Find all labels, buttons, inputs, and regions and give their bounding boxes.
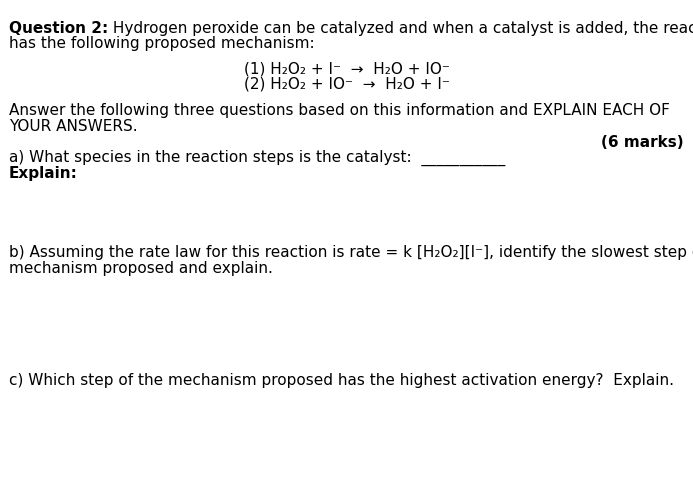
Text: (1) H₂O₂ + I⁻  →  H₂O + IO⁻: (1) H₂O₂ + I⁻ → H₂O + IO⁻: [243, 62, 450, 77]
Text: Explain:: Explain:: [9, 166, 78, 181]
Text: has the following proposed mechanism:: has the following proposed mechanism:: [9, 36, 315, 52]
Text: c) Which step of the mechanism proposed has the highest activation energy?  Expl: c) Which step of the mechanism proposed …: [9, 373, 674, 388]
Text: Question 2:: Question 2:: [9, 21, 108, 36]
Text: mechanism proposed and explain.: mechanism proposed and explain.: [9, 261, 273, 276]
Text: b) Assuming the rate law for this reaction is rate = k [H₂O₂][I⁻], identify the : b) Assuming the rate law for this reacti…: [9, 246, 693, 261]
Text: Hydrogen peroxide can be catalyzed and when a catalyst is added, the reaction: Hydrogen peroxide can be catalyzed and w…: [108, 21, 693, 36]
Text: (6 marks): (6 marks): [602, 135, 684, 150]
Text: (2) H₂O₂ + IO⁻  →  H₂O + I⁻: (2) H₂O₂ + IO⁻ → H₂O + I⁻: [243, 76, 450, 91]
Text: Answer the following three questions based on this information and EXPLAIN EACH : Answer the following three questions bas…: [9, 103, 670, 118]
Text: YOUR ANSWERS.: YOUR ANSWERS.: [9, 119, 138, 134]
Text: a) What species in the reaction steps is the catalyst:  ___________: a) What species in the reaction steps is…: [9, 150, 505, 166]
